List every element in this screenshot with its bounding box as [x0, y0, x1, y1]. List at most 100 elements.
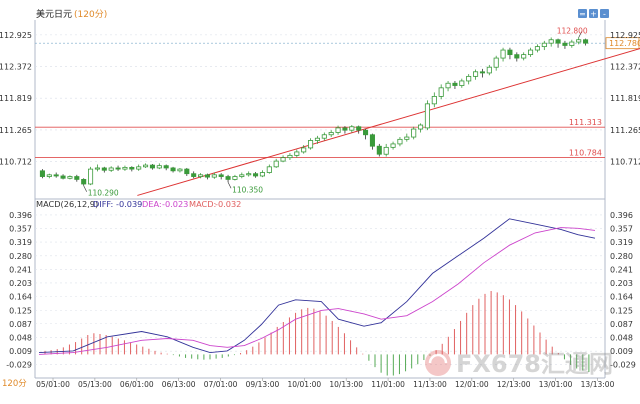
macd-tick-left: 0.048 [9, 333, 32, 342]
x-tick-label: 07/01:00 [204, 380, 238, 389]
candle-body-up [390, 143, 396, 148]
candle-body-up [349, 126, 355, 131]
chart-toolbar: = + - [578, 9, 609, 19]
candle-body-up [548, 39, 554, 44]
macd-tick-right: 0.241 [610, 266, 633, 275]
toolbar-button-equal[interactable]: = [578, 9, 587, 19]
candle-body-up [46, 174, 52, 177]
candle-body-up [493, 57, 499, 68]
candle-body-up [397, 138, 403, 145]
candle-body-down [39, 170, 45, 177]
candle-body-up [94, 167, 100, 170]
candle-body-up [239, 174, 245, 177]
candle-body-down [204, 174, 210, 178]
candle-body-up [541, 42, 547, 48]
candle-body-up [528, 49, 534, 56]
candle-body-down [562, 42, 568, 46]
x-tick-label: 12/01:00 [455, 380, 489, 389]
trendline-layer [137, 48, 640, 196]
candle-body-up [67, 176, 73, 179]
candle-body-down [218, 174, 224, 177]
candle-body-up [259, 172, 265, 177]
macd-tick-right: -0.029 [610, 361, 636, 370]
candle-body-up [314, 137, 320, 141]
candle-body-down [53, 174, 59, 177]
horizontal-level-label: 111.313 [569, 118, 602, 127]
macd-tick-left: 0.280 [9, 252, 32, 261]
candle-body-up [576, 39, 582, 43]
macd-tick-left: 0.009 [9, 347, 32, 356]
bottom-timeframe-label: 120分 [2, 379, 27, 389]
candle-body-up [438, 87, 444, 97]
symbol-title: 美元日元 [36, 8, 72, 20]
price-tick-left: 110.712 [0, 158, 32, 167]
candle-body-down [363, 129, 369, 136]
watermark-logo: FX678汇通网 [425, 350, 613, 378]
macd-tick-right: 0.125 [610, 306, 633, 315]
candle-body-up [431, 96, 437, 105]
candle-body-up [108, 167, 114, 171]
current-price-label: 112.780 [609, 39, 640, 48]
candle-body-up [294, 151, 300, 156]
candle-body-up [534, 46, 540, 51]
candle-body-up [287, 154, 293, 159]
x-tick-label: 11/13:00 [413, 380, 447, 389]
macd-tick-left: -0.029 [6, 361, 32, 370]
macd-tick-right: 0.048 [610, 333, 633, 342]
candle-body-down [479, 71, 485, 74]
candle-body-up [335, 127, 341, 133]
macd-tick-left: 0.087 [9, 320, 32, 329]
candle-body-up [266, 166, 272, 173]
candle-body-up [569, 41, 575, 46]
candle-body-down [507, 49, 513, 56]
candle-body-down [170, 167, 176, 172]
candle-body-up [301, 147, 307, 153]
candle-body-down [514, 54, 520, 59]
candlestick-series [39, 37, 589, 186]
candle-body-down [81, 179, 87, 185]
annotation-leader [227, 182, 232, 189]
macd-tick-left: 0.319 [9, 238, 32, 247]
candle-body-up [232, 176, 238, 180]
macd-dea-label: DEA: [142, 199, 162, 209]
macd-tick-left: 0.241 [9, 266, 32, 275]
candle-body-down [101, 167, 107, 171]
toolbar-button-minus-label: - [603, 10, 606, 19]
macd-tick-left: 0.125 [9, 306, 32, 315]
toolbar-button-minus[interactable]: - [600, 9, 609, 19]
macd-tick-right: 0.203 [610, 279, 633, 288]
candle-body-down [184, 168, 190, 175]
x-tick-label: 06/13:00 [162, 380, 196, 389]
candle-body-up [321, 134, 327, 139]
price-tick-right: 110.712 [610, 158, 640, 167]
macd-tick-right: 0.087 [610, 320, 633, 329]
macd-tick-right: 0.396 [610, 211, 633, 220]
current-price-box [605, 37, 640, 50]
price-tick-right: 112.925 [610, 31, 640, 40]
candle-body-up [88, 168, 94, 185]
candle-body-up [198, 174, 204, 177]
macd-diff-label: DIFF: [93, 199, 113, 209]
macd-macd-value: -0.032 [215, 199, 241, 209]
candle-body-down [225, 176, 231, 180]
x-tick-label: 05/13:00 [78, 380, 112, 389]
price-tick-left: 112.925 [0, 31, 32, 40]
candle-body-up [411, 128, 417, 138]
candle-body-up [273, 160, 279, 168]
x-tick-label: 09/13:00 [246, 380, 280, 389]
horizontal-level-label: 110.784 [569, 148, 602, 157]
price-tick-left: 111.819 [0, 94, 32, 103]
candle-body-up [156, 165, 162, 169]
macd-params: MACD(26,12,9) [36, 199, 98, 209]
macd-tick-right: 0.164 [610, 293, 633, 302]
macd-lines [38, 218, 596, 355]
toolbar-button-plus[interactable]: + [589, 9, 598, 19]
annotation-leader [83, 185, 87, 192]
macd-tick-left: 0.357 [9, 225, 32, 234]
timeframe-label: (120分) [74, 9, 107, 20]
candle-body-up [500, 49, 506, 59]
price-tick-left: 112.372 [0, 63, 32, 72]
candle-body-down [583, 39, 589, 44]
candle-body-down [60, 175, 66, 179]
annotation-label: 110.350 [232, 185, 263, 194]
